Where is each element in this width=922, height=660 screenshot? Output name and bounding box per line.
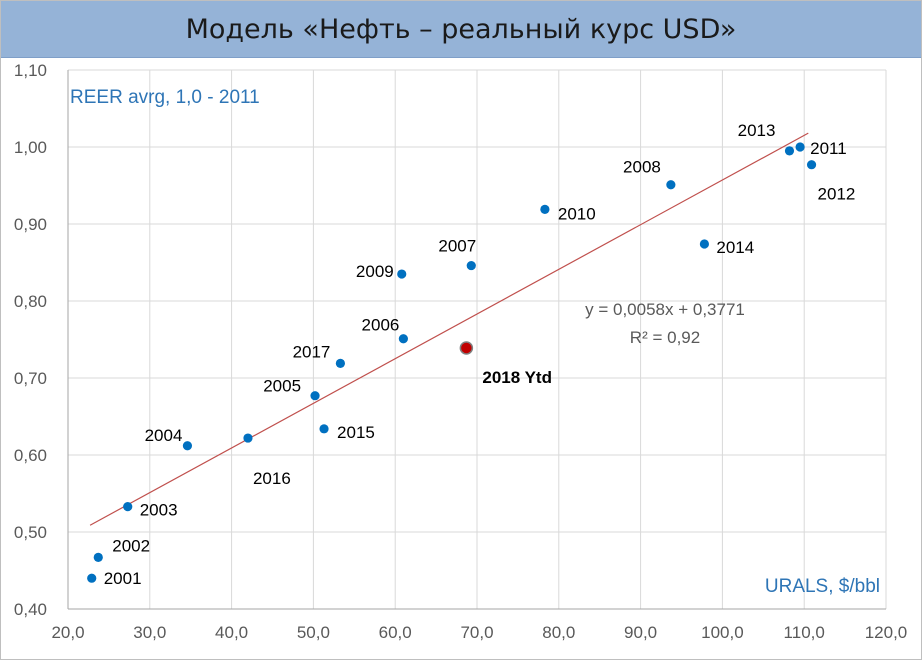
data-point [795,142,805,152]
highlight-point [459,341,474,355]
x-tick-label: 30,0 [133,623,166,642]
x-tick-label: 20,0 [51,623,84,642]
title-bar: Модель «Нефть – реальный курс USD» [1,1,921,58]
y-axis-title: REER avrg, 1,0 - 2011 [70,87,260,108]
data-label: 2015 [337,423,375,442]
data-point [182,441,193,451]
x-tick-label: 100,0 [701,623,744,642]
data-point [466,260,476,271]
data-label: 2004 [145,426,183,445]
data-point [243,433,253,443]
data-point [335,358,345,368]
data-label: 2013 [738,121,776,140]
data-label: 2005 [263,377,301,396]
data-point [397,269,407,279]
data-label: 2011 [810,139,847,158]
y-tick-label: 0,70 [14,369,47,388]
x-tick-label: 120,0 [865,623,908,642]
chart-title: Модель «Нефть – реальный курс USD» [185,13,737,45]
trendline [89,132,809,526]
data-point [699,239,710,249]
data-point [666,180,676,190]
x-tick-label: 90,0 [624,623,657,642]
data-label: 2014 [716,238,754,257]
data-point [540,204,550,214]
data-point [123,501,133,512]
data-point [93,552,103,563]
x-tick-label: 70,0 [460,623,493,642]
y-tick-label: 1,00 [14,138,47,157]
data-label: 2002 [112,536,150,555]
data-label: 2017 [293,342,331,361]
data-label: 2001 [104,569,142,588]
data-point [784,146,795,156]
y-tick-label: 0,90 [14,215,47,234]
data-point [806,160,817,170]
data-point [319,424,329,434]
y-tick-label: 1,10 [14,61,47,80]
data-label: 2008 [623,158,661,177]
data-label: 2016 [253,469,291,488]
x-tick-label: 60,0 [379,623,412,642]
data-label: 2003 [140,501,178,520]
data-label: 2007 [438,237,476,256]
y-tick-label: 0,80 [14,292,47,311]
data-point [310,391,320,401]
data-point [87,573,97,583]
x-tick-label: 40,0 [215,623,248,642]
data-label: 2006 [362,316,400,335]
y-tick-label: 0,40 [14,600,47,619]
data-label: 2010 [558,204,596,223]
x-tick-label: 80,0 [542,623,575,642]
trendline-equation: y = 0,0058x + 0,3771 [585,300,745,319]
trendline-r2: R² = 0,92 [630,328,700,347]
data-label: 2012 [818,185,856,204]
y-tick-label: 0,60 [14,446,47,465]
x-tick-label: 50,0 [297,623,330,642]
data-point [398,334,408,344]
x-tick-label: 110,0 [784,623,825,642]
x-axis-title: URALS, $/bbl [765,576,880,597]
y-tick-label: 0,50 [14,523,47,542]
highlight-label: 2018 Ytd [482,368,552,387]
data-label: 2009 [356,262,394,281]
